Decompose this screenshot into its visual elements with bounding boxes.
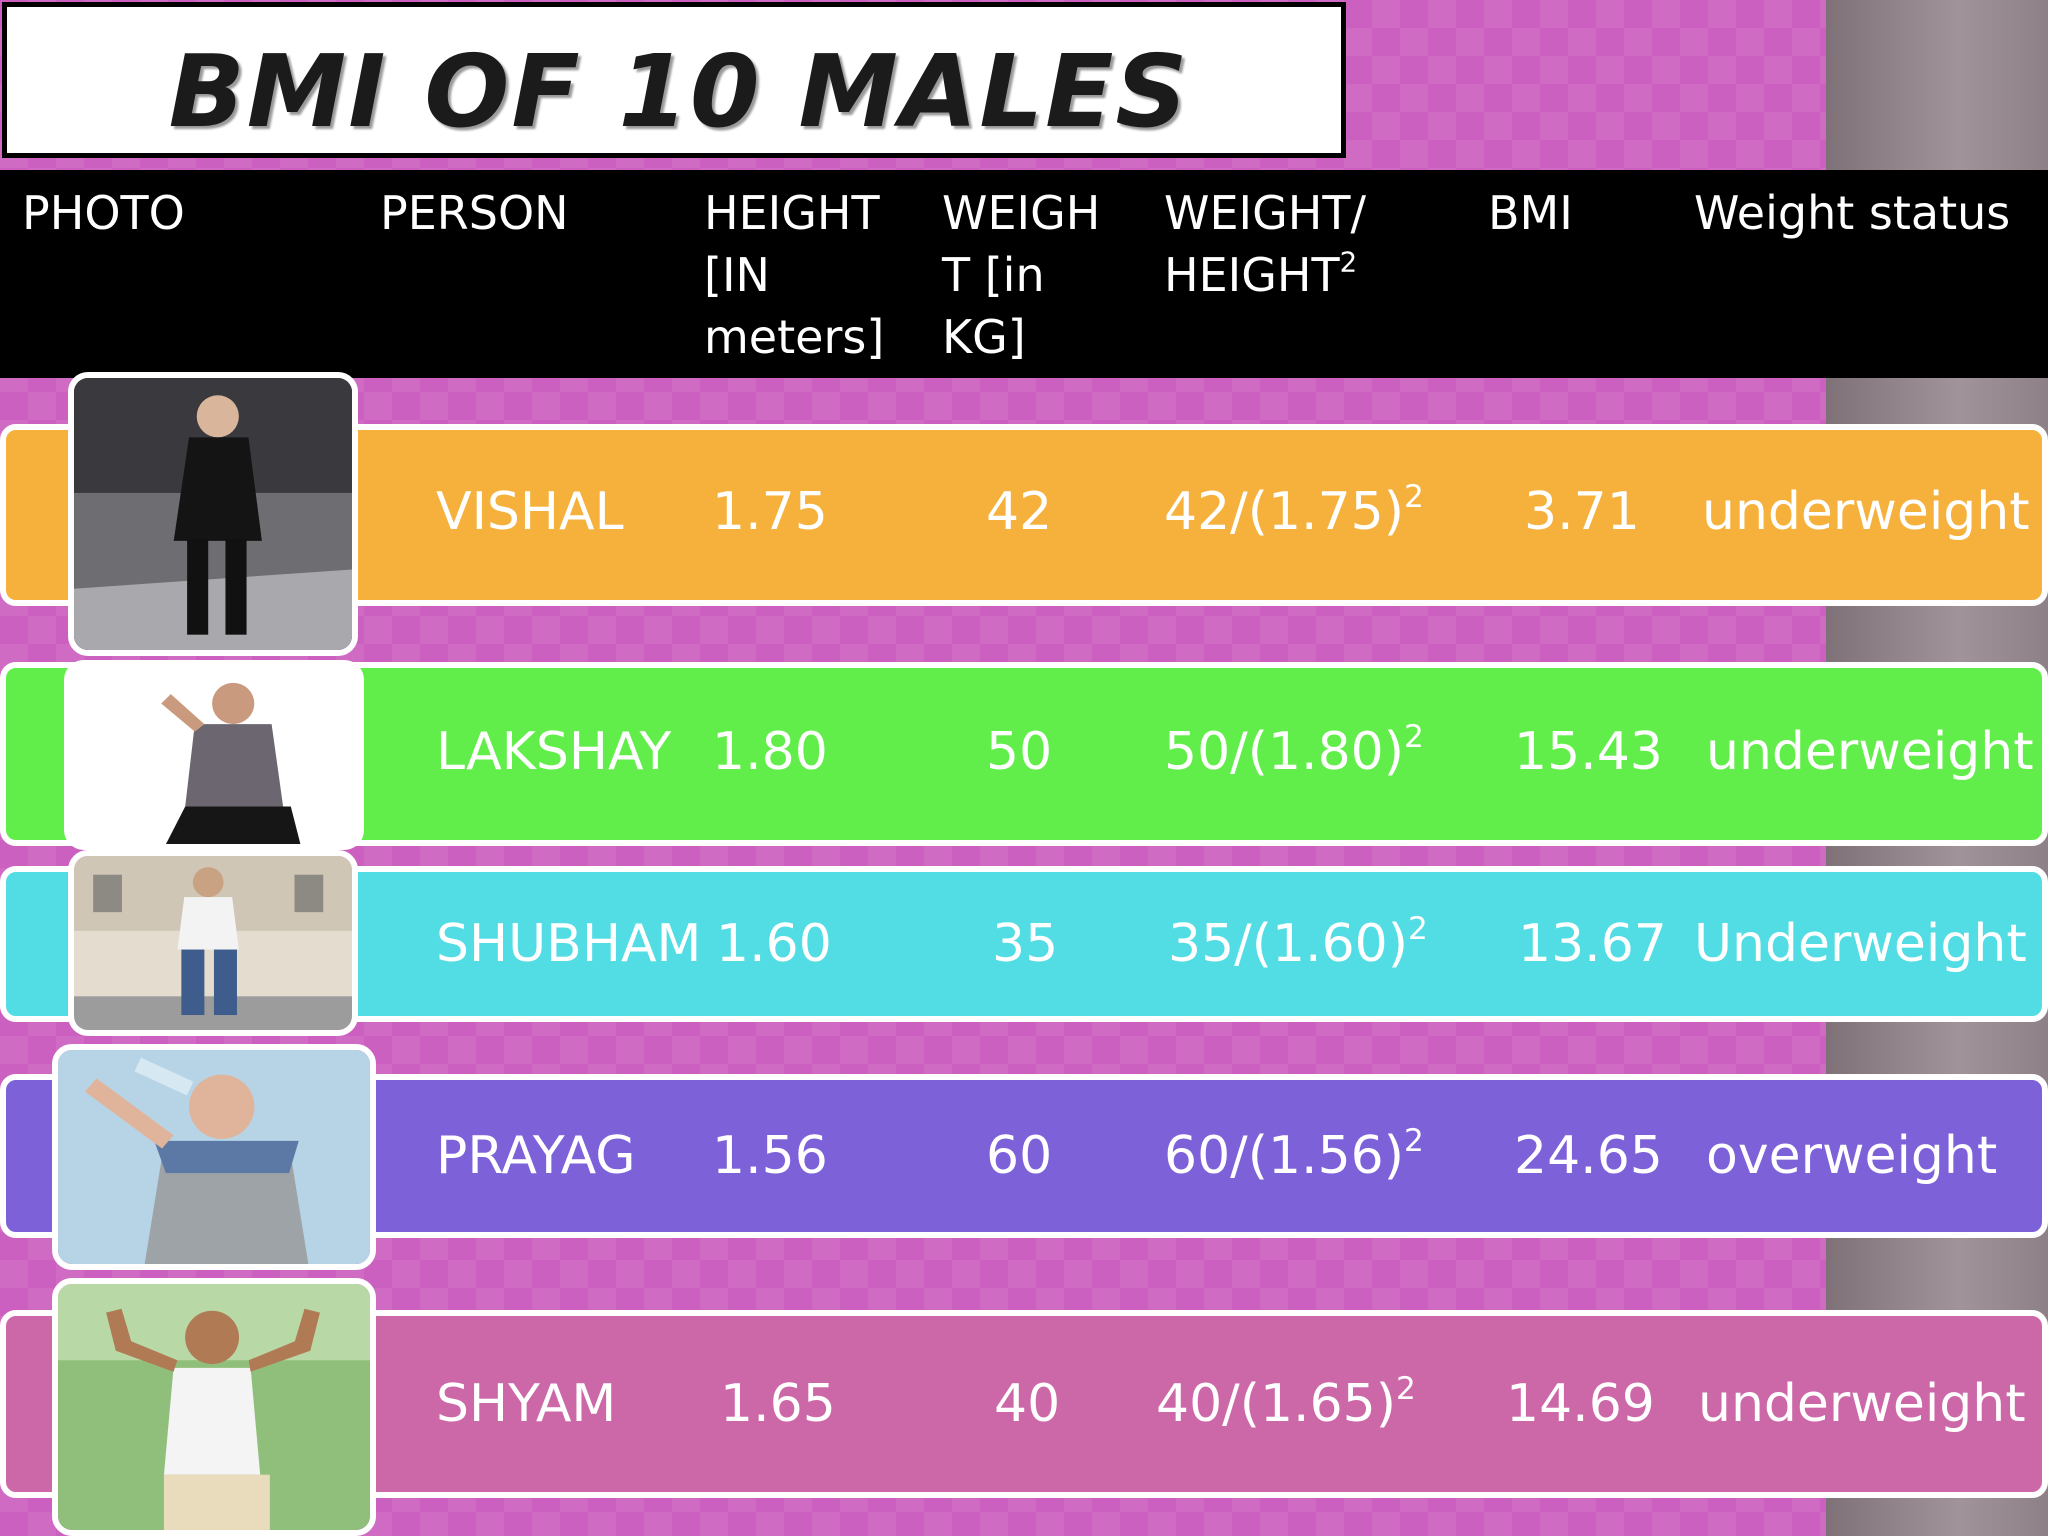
bmi-formula: 40/(1.65)2 bbox=[1156, 1371, 1416, 1434]
person-name: PRAYAG bbox=[436, 1126, 636, 1186]
weight-value: 40 bbox=[994, 1374, 1061, 1434]
person-name: SHYAM bbox=[436, 1374, 617, 1434]
bmi-value: 3.71 bbox=[1524, 482, 1640, 542]
weight-status: underweight bbox=[1698, 1374, 2026, 1434]
height-value: 1.80 bbox=[712, 722, 828, 782]
header-weight: WEIGH T [in KG] bbox=[942, 186, 1101, 364]
weight-value: 50 bbox=[986, 722, 1053, 782]
weight-status: Underweight bbox=[1694, 914, 2027, 974]
height-value: 1.56 bbox=[712, 1126, 828, 1186]
header-photo: PHOTO bbox=[22, 186, 185, 240]
person-name: SHUBHAM bbox=[436, 914, 702, 974]
bmi-value: 13.67 bbox=[1518, 914, 1667, 974]
height-value: 1.60 bbox=[716, 914, 832, 974]
bmi-formula: 35/(1.60)2 bbox=[1168, 911, 1428, 974]
weight-status: underweight bbox=[1706, 722, 2034, 782]
weight-value: 60 bbox=[986, 1126, 1053, 1186]
header-formula: WEIGHT/ HEIGHT2 bbox=[1164, 186, 1366, 302]
person-name: LAKSHAY bbox=[436, 722, 672, 782]
bmi-formula: 42/(1.75)2 bbox=[1164, 479, 1424, 542]
photo-shubham bbox=[68, 850, 358, 1036]
bmi-value: 15.43 bbox=[1514, 722, 1663, 782]
height-value: 1.75 bbox=[712, 482, 828, 542]
height-value: 1.65 bbox=[720, 1374, 836, 1434]
photo-vishal bbox=[68, 372, 358, 656]
bmi-formula: 50/(1.80)2 bbox=[1164, 719, 1424, 782]
header-bmi: BMI bbox=[1488, 186, 1573, 240]
bmi-value: 14.69 bbox=[1506, 1374, 1655, 1434]
weight-value: 42 bbox=[986, 482, 1053, 542]
photo-shyam bbox=[52, 1278, 376, 1536]
photo-lakshay bbox=[64, 660, 364, 850]
bmi-formula: 60/(1.56)2 bbox=[1164, 1123, 1424, 1186]
person-name: VISHAL bbox=[436, 482, 624, 542]
weight-status: underweight bbox=[1702, 482, 2030, 542]
weight-status: overweight bbox=[1706, 1126, 1998, 1186]
photo-prayag bbox=[52, 1044, 376, 1270]
table-header bbox=[0, 170, 2048, 378]
header-height: HEIGHT [IN meters] bbox=[704, 186, 885, 364]
bmi-value: 24.65 bbox=[1514, 1126, 1663, 1186]
title-box: BMI OF 10 MALES bbox=[2, 2, 1346, 158]
slide-title: BMI OF 10 MALES bbox=[168, 33, 1190, 150]
weight-value: 35 bbox=[992, 914, 1059, 974]
header-person: PERSON bbox=[380, 186, 569, 240]
header-status: Weight status bbox=[1694, 186, 2011, 240]
